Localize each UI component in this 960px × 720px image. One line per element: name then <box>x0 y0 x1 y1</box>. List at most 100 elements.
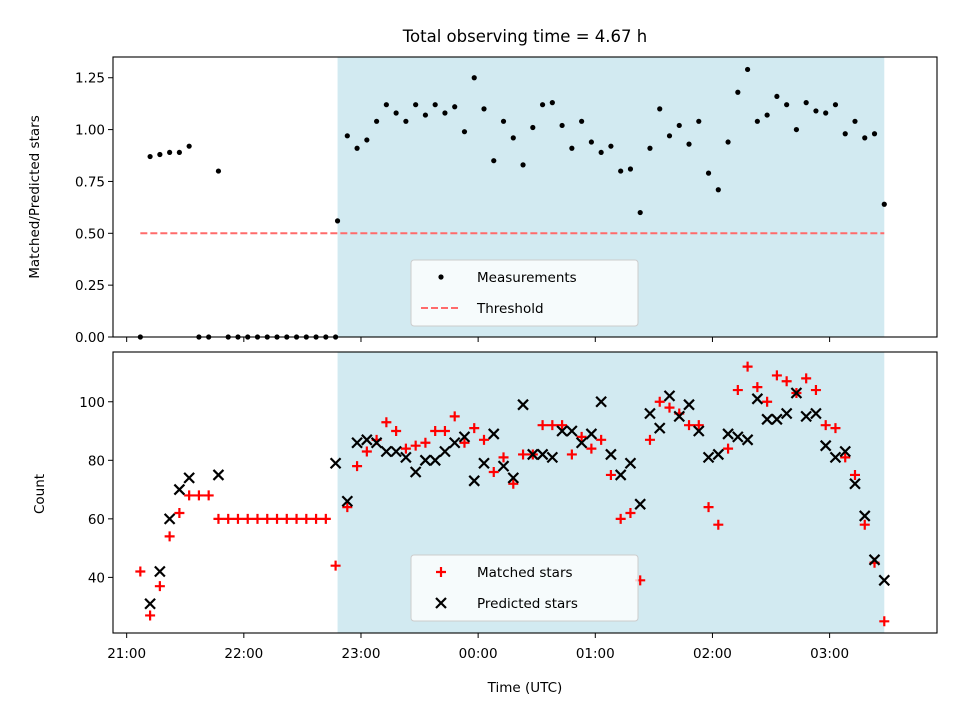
data-point <box>176 149 182 156</box>
x-tick-label: 02:00 <box>693 646 732 662</box>
data-point <box>605 469 616 480</box>
data-point <box>579 118 585 124</box>
data-point <box>696 118 702 124</box>
data-point <box>735 89 741 95</box>
data-point <box>183 472 195 484</box>
data-point <box>154 565 166 578</box>
data-point <box>625 507 636 518</box>
data-point <box>684 420 695 431</box>
data-point <box>184 490 195 501</box>
data-point <box>439 426 450 437</box>
data-point <box>556 425 568 437</box>
data-point <box>549 100 555 106</box>
data-point <box>832 102 839 108</box>
data-point <box>173 483 186 496</box>
data-point <box>215 168 222 174</box>
bottom-panel: 40 60 80 100 21:00 22:00 23:00 00:00 01:00 02:00 0… <box>79 351 938 662</box>
data-point <box>508 478 519 489</box>
data-point <box>871 131 878 137</box>
data-point <box>430 426 441 437</box>
data-point <box>517 398 529 411</box>
data-point <box>771 413 783 426</box>
y-tick-label: 60 <box>88 512 105 528</box>
data-point <box>410 440 421 451</box>
data-point <box>598 149 604 156</box>
data-point <box>868 554 881 566</box>
data-point <box>666 133 673 139</box>
data-point <box>849 477 861 490</box>
data-point <box>754 118 760 124</box>
data-point <box>742 361 753 372</box>
data-point <box>559 122 565 129</box>
data-point <box>539 102 546 108</box>
data-point <box>784 102 790 108</box>
data-point <box>459 437 470 448</box>
data-point <box>272 513 283 524</box>
data-point <box>624 457 637 470</box>
data-point <box>702 451 715 464</box>
data-point <box>800 410 812 423</box>
x-tick-label: 03:00 <box>810 646 849 662</box>
data-point <box>361 434 373 446</box>
data-point <box>586 443 597 454</box>
data-point <box>713 519 724 530</box>
data-point <box>741 434 754 446</box>
data-point <box>627 166 634 172</box>
data-point <box>420 437 431 448</box>
y-tick-label: 0.25 <box>75 278 105 294</box>
data-point <box>878 574 891 587</box>
data-point <box>803 100 809 106</box>
data-point <box>530 124 536 131</box>
data-point <box>500 118 507 124</box>
data-point <box>744 66 751 73</box>
data-point <box>478 434 489 445</box>
data-point <box>693 425 705 437</box>
data-point <box>810 385 821 396</box>
data-point <box>723 443 734 454</box>
legend-label: Threshold <box>476 301 544 317</box>
data-point <box>547 420 558 431</box>
data-point <box>615 513 626 524</box>
data-point <box>774 93 780 100</box>
data-point <box>352 461 363 472</box>
data-point <box>703 502 714 513</box>
data-point <box>546 451 559 464</box>
data-point <box>374 118 380 124</box>
x-tick-label: 23:00 <box>342 646 381 662</box>
data-point <box>664 402 675 413</box>
data-point <box>819 439 832 452</box>
data-point <box>823 110 829 116</box>
data-point <box>829 451 842 464</box>
data-point <box>712 448 725 461</box>
data-point <box>663 390 676 402</box>
data-point <box>174 507 185 518</box>
y-tick-label: 80 <box>88 453 105 469</box>
data-point <box>858 510 871 522</box>
data-point <box>458 431 471 443</box>
data-point <box>608 143 614 149</box>
data-point <box>518 449 529 460</box>
data-point <box>471 75 477 81</box>
data-point <box>469 423 480 434</box>
data-point <box>618 168 624 174</box>
data-point <box>491 158 497 164</box>
data-point <box>852 118 858 124</box>
data-point <box>859 519 870 530</box>
data-point <box>527 448 539 461</box>
data-point <box>422 112 429 118</box>
data-point <box>419 454 432 467</box>
data-point <box>167 149 173 156</box>
data-point <box>334 218 341 224</box>
data-point <box>588 139 594 145</box>
data-point <box>144 597 156 610</box>
data-point <box>605 448 617 461</box>
legend-box <box>410 554 639 622</box>
data-point <box>281 513 292 524</box>
y-tick-label: 0.50 <box>75 226 105 242</box>
data-point <box>752 382 763 393</box>
data-point <box>301 513 312 524</box>
data-point <box>813 108 819 114</box>
data-point <box>715 187 721 193</box>
data-point <box>801 373 812 384</box>
axes-frame <box>112 351 938 634</box>
